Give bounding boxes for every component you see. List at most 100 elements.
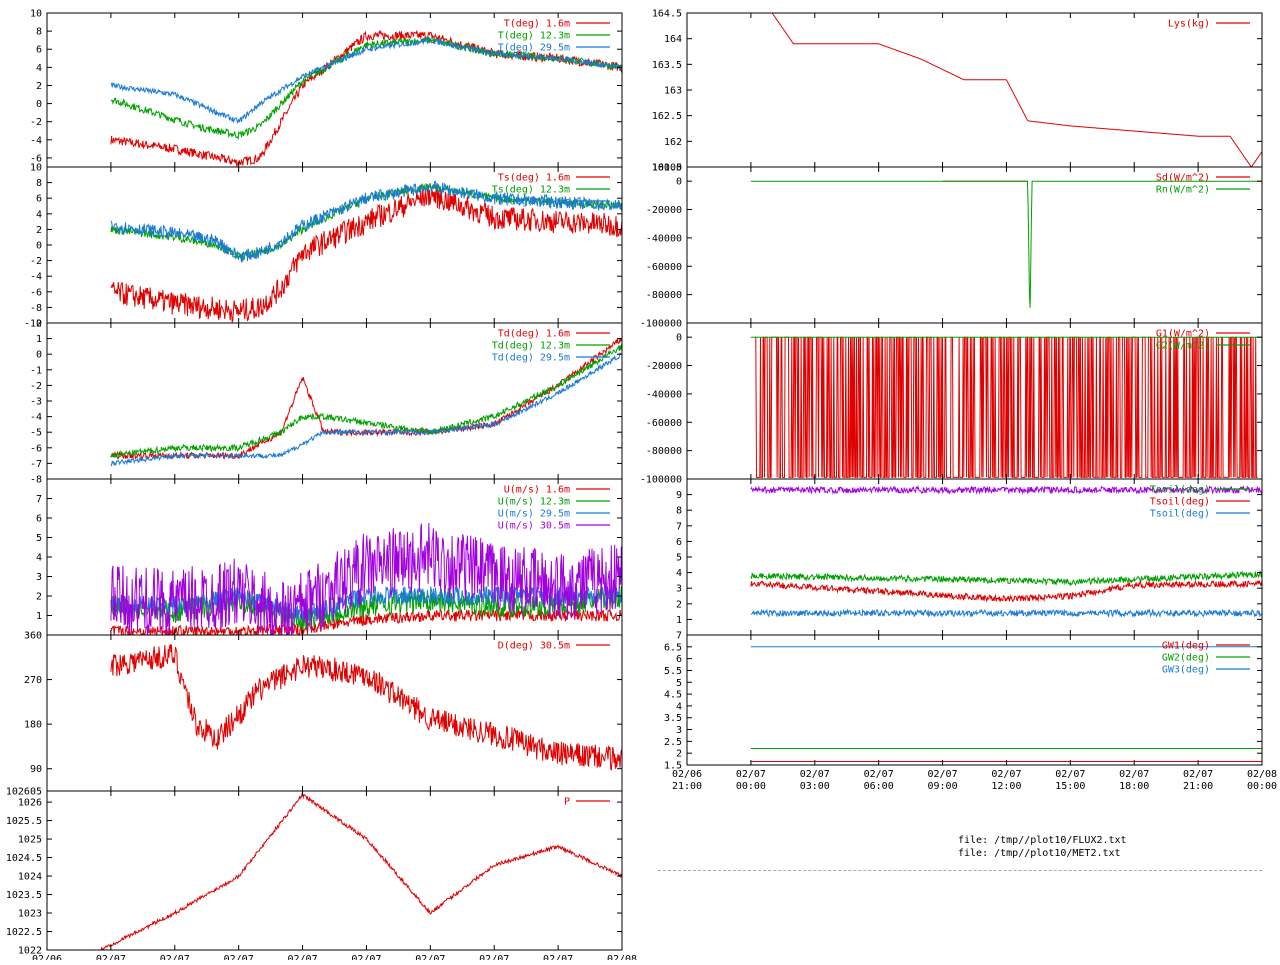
y-tick-label: -3 [30,397,42,408]
y-tick-label: 0 [676,177,682,188]
y-tick-label: 8 [36,178,42,189]
plot-frame [686,12,1263,168]
y-tick-label: -20000 [646,205,682,216]
legend-label: Sd(W/m^2) [1156,173,1210,184]
y-tick-label: -4 [30,135,42,146]
y-tick-label: -8 [30,303,42,314]
legend-label: T(deg) 12.3m [498,31,570,42]
series-line-1 [750,13,1262,167]
y-tick-label: 4 [36,209,42,220]
y-tick-label: 360 [24,631,42,642]
y-tick-label: 1025.5 [6,816,42,827]
x-time-label: 00:00 [1247,781,1277,792]
x-date-label: 02/07 [288,954,318,960]
y-tick-label: 7 [36,494,42,505]
y-tick-label: 10 [30,9,42,20]
y-tick-label: -80000 [646,446,682,457]
legend-label: GW3(deg) [1162,665,1210,676]
y-tick-label: 10000 [652,163,682,174]
y-tick-label: 1 [676,615,682,626]
series-line-1 [110,644,622,771]
plot-frame [46,790,623,951]
file-label-met: file: /tmp//plot10/MET2.txt [958,848,1121,859]
series-line-3 [110,36,622,124]
file-list: file: /tmp//plot10/FLUX2.txt file: /tmp/… [958,834,1127,860]
y-tick-label: 161.5 [652,163,682,174]
series-line-3 [110,352,622,467]
legend-label: U(m/s) 1.6m [504,485,570,496]
x-time-label: 21:00 [1183,781,1213,792]
y-tick-label: 1026 [18,798,42,809]
y-tick-label: 2 [676,749,682,760]
x-date-label: 02/08 [1247,769,1277,780]
series-line-3 [110,180,622,263]
x-date-label: 02/06 [32,954,62,960]
y-tick-label: 0 [36,350,42,361]
y-tick-label: 2 [36,592,42,603]
separator-line [658,870,1262,871]
chart-panel-5: 90 180 270 360 D(deg) 30.5m [24,631,623,792]
y-tick-label: -2 [30,256,42,267]
y-tick-label: 163.5 [652,60,682,71]
legend-label: U(m/s) 29.5m [498,509,570,520]
y-tick-label: 10 [30,163,42,174]
x-date-label: 02/07 [736,769,766,780]
y-tick-label: -40000 [646,233,682,244]
y-tick-label: -60000 [646,418,682,429]
y-tick-label: -6 [30,287,42,298]
series-line-1 [755,336,1258,478]
legend-label: Td(deg) 29.5m [492,353,570,364]
y-tick-label: -4 [30,412,42,423]
y-tick-label: 164 [664,34,682,45]
series-line-2 [110,343,622,458]
y-tick-label: 163 [664,86,682,97]
y-tick-label: -60000 [646,262,682,273]
legend-label: GW1(deg) [1162,641,1210,652]
y-tick-label: 6.5 [664,642,682,653]
y-tick-label: -8 [30,475,42,486]
series-line-1 [110,29,622,167]
y-tick-label: 1022 [18,946,42,957]
y-tick-label: 6 [36,45,42,56]
y-tick-label: 270 [24,675,42,686]
series-line-4 [750,484,1262,495]
legend-label: Ts(deg) 12.3m [492,185,570,196]
y-tick-label: 1.5 [664,761,682,772]
y-tick-label: -5 [30,428,42,439]
legend-label: Ts(deg) 29.5m [492,197,570,208]
series-line-4 [110,522,622,635]
series-line-3 [750,608,1262,619]
x-date-label: 02/07 [96,954,126,960]
y-tick-label: 1 [36,611,42,622]
legend-label: P [564,797,570,808]
y-tick-label: 4 [36,63,42,74]
y-tick-label: 1025 [18,835,42,846]
y-tick-label: 9 [676,490,682,501]
x-time-label: 03:00 [800,781,830,792]
x-date-label: 02/07 [864,769,894,780]
x-date-label: 02/07 [1119,769,1149,780]
y-tick-label: 6 [676,654,682,665]
x-date-label: 02/06 [672,769,702,780]
y-tick-label: 2.5 [664,737,682,748]
y-tick-label: -6 [30,153,42,164]
file-label-flux: file: /tmp//plot10/FLUX2.txt [958,835,1127,846]
y-tick-label: -10 [24,319,42,330]
legend-label: T(deg) 29.5m [498,43,570,54]
y-tick-label: 2 [36,81,42,92]
chart-panel-4: 1 2 3 4 5 6 7 U(m/s) 1.6mU(m/s) 12.3mU(m/s) 29.… [36,478,623,636]
legend-label: Lys(kg) [1168,19,1210,30]
y-tick-label: 102605 [6,787,42,798]
y-tick-label: 8 [36,27,42,38]
y-tick-label: 3.5 [664,713,682,724]
plot-frame [686,634,1263,766]
series-line-1 [110,184,622,323]
y-tick-label: 5 [676,553,682,564]
y-tick-label: -100000 [640,319,682,330]
y-tick-label: -80000 [646,290,682,301]
y-tick-label: 5 [36,533,42,544]
